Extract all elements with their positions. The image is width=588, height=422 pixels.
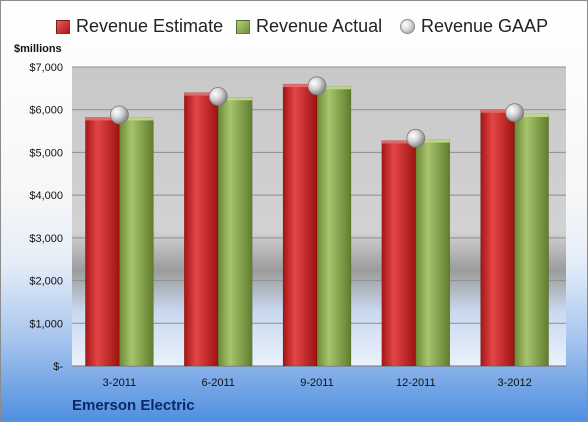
marker-revenue-gaap <box>110 105 129 125</box>
y-tick-label: $5,000 <box>29 147 63 159</box>
bar-revenue-estimate <box>282 83 318 367</box>
y-tick-label: $2,000 <box>29 276 63 288</box>
bar-top-highlight <box>283 84 317 88</box>
legend-item-revenue-actual: Revenue Actual <box>236 16 382 37</box>
y-tick-label: $7,000 <box>29 62 63 74</box>
bar-top-highlight <box>119 117 154 121</box>
x-tick-label: 9-2011 <box>300 377 333 389</box>
y-tick-label: $1,000 <box>29 318 63 330</box>
gaap-markers <box>110 76 524 148</box>
company-name: Emerson Electric <box>72 397 195 414</box>
bar-top-highlight <box>381 140 416 144</box>
bar-top-highlight <box>514 113 549 117</box>
bar-series <box>85 83 549 367</box>
bar-top-highlight <box>85 117 120 121</box>
bar-top-highlight <box>480 109 515 113</box>
bar-revenue-actual <box>316 85 352 367</box>
marker-revenue-gaap <box>208 87 228 106</box>
x-tick-label: 3-2012 <box>497 377 531 389</box>
legend-swatch-revenue-estimate <box>56 19 70 34</box>
x-tick-label: 6-2011 <box>201 377 234 389</box>
y-axis-unit-label: $millions <box>14 43 62 55</box>
bar-revenue-estimate <box>480 109 515 367</box>
bar-top-highlight <box>218 97 253 101</box>
bar-revenue-estimate <box>85 117 120 367</box>
legend-label-revenue-estimate: Revenue Estimate <box>76 16 224 36</box>
y-tick-label: $6,000 <box>29 105 63 117</box>
bar-top-highlight <box>317 86 351 90</box>
bar-top-highlight <box>184 92 219 96</box>
legend-label-revenue-actual: Revenue Actual <box>256 16 383 36</box>
marker-revenue-gaap <box>406 128 426 148</box>
x-tick-label: 3-2011 <box>103 377 136 389</box>
marker-revenue-gaap <box>505 103 524 123</box>
legend-swatch-revenue-gaap <box>400 19 415 34</box>
legend-swatch-revenue-actual <box>236 19 250 34</box>
bar-revenue-estimate <box>183 92 219 367</box>
bar-revenue-estimate <box>381 140 417 367</box>
bar-revenue-actual <box>119 117 154 367</box>
legend-item-revenue-estimate: Revenue Estimate <box>56 16 223 37</box>
bar-revenue-actual <box>217 97 253 367</box>
bar-revenue-actual <box>415 139 451 367</box>
marker-revenue-gaap <box>307 76 327 96</box>
y-tick-label: $3,000 <box>29 233 63 245</box>
y-tick-label: $4,000 <box>29 190 63 202</box>
legend: Revenue Estimate Revenue Actual Revenue … <box>0 16 588 40</box>
bar-revenue-actual <box>514 113 549 367</box>
legend-label-revenue-gaap: Revenue GAAP <box>421 16 549 36</box>
bar-top-highlight <box>415 139 450 143</box>
legend-item-revenue-gaap: Revenue GAAP <box>400 16 548 37</box>
y-tick-label: $- <box>53 361 63 373</box>
x-axis-ticks: 3-2011 6-2011 9-2011 12-2011 3-2012 <box>103 377 532 389</box>
x-tick-label: 12-2011 <box>396 377 436 389</box>
y-axis-ticks: $- $1,000 $2,000 $3,000 $4,000 $5,000 $6,000 $7… <box>29 62 63 373</box>
